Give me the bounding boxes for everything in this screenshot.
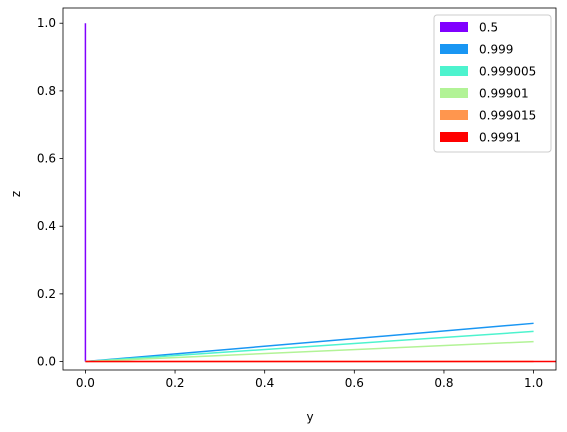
y-tick-label: 0.6 bbox=[37, 152, 56, 166]
legend-swatch bbox=[440, 66, 468, 76]
y-tick-label: 0.8 bbox=[37, 84, 56, 98]
y-tick-label: 1.0 bbox=[37, 16, 56, 30]
legend-swatch bbox=[440, 110, 468, 120]
x-axis-label: y bbox=[306, 410, 313, 424]
legend-swatch bbox=[440, 132, 468, 142]
legend-label: 0.999 bbox=[479, 43, 513, 57]
x-tick-label: 0.6 bbox=[345, 376, 364, 390]
legend-label: 0.5 bbox=[479, 21, 498, 35]
legend-label: 0.999015 bbox=[479, 109, 536, 123]
y-tick-label: 0.4 bbox=[37, 219, 56, 233]
series-layer bbox=[84, 23, 556, 363]
legend-label: 0.9991 bbox=[479, 131, 521, 145]
y-tick-label: 0.2 bbox=[37, 287, 56, 301]
x-tick-label: 0.4 bbox=[255, 376, 274, 390]
x-tick-label: 1.0 bbox=[524, 376, 543, 390]
y-tick-label: 0.0 bbox=[37, 355, 56, 369]
legend-label: 0.999005 bbox=[479, 65, 536, 79]
axes-layer: 0.0 0.2 0.4 0.6 0.8 1.0 0.0 0.2 0.4 0.6 0.8 1.0 bbox=[37, 7, 557, 390]
series-line-1 bbox=[85, 322, 534, 363]
plot-frame bbox=[62, 7, 557, 371]
legend-label: 0.99901 bbox=[479, 87, 529, 101]
y-axis-label: z bbox=[9, 191, 23, 197]
x-tick-label: 0.8 bbox=[434, 376, 453, 390]
legend-swatch bbox=[440, 44, 468, 54]
x-tick-label: 0.2 bbox=[165, 376, 184, 390]
legend: 0.5 0.999 0.999005 0.99901 0.999015 0.9991 bbox=[433, 14, 552, 153]
legend-swatch bbox=[440, 22, 468, 32]
series-line-3 bbox=[85, 340, 534, 363]
x-tick-label: 0.0 bbox=[76, 376, 95, 390]
series-line-2 bbox=[85, 330, 534, 363]
legend-swatch bbox=[440, 88, 468, 98]
